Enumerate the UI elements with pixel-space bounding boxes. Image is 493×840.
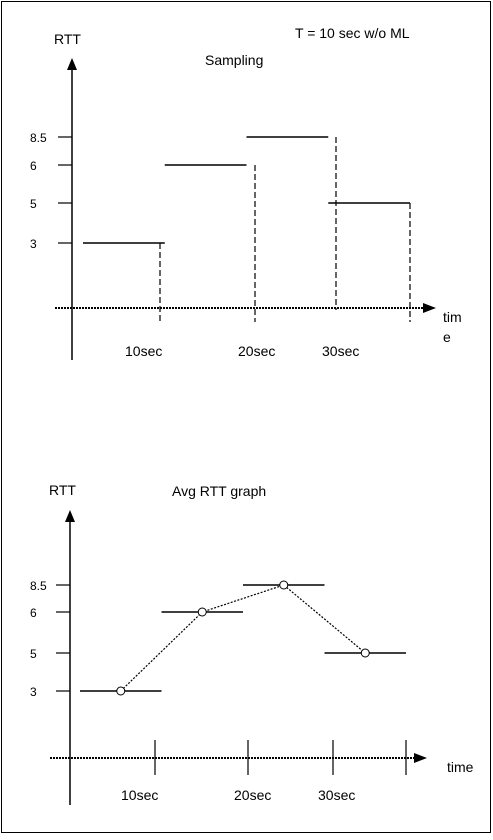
figure-canvas: T = 10 sec w/o ML RTT Sampling tim e 8.5… <box>0 0 493 835</box>
figure-border <box>1 1 491 833</box>
